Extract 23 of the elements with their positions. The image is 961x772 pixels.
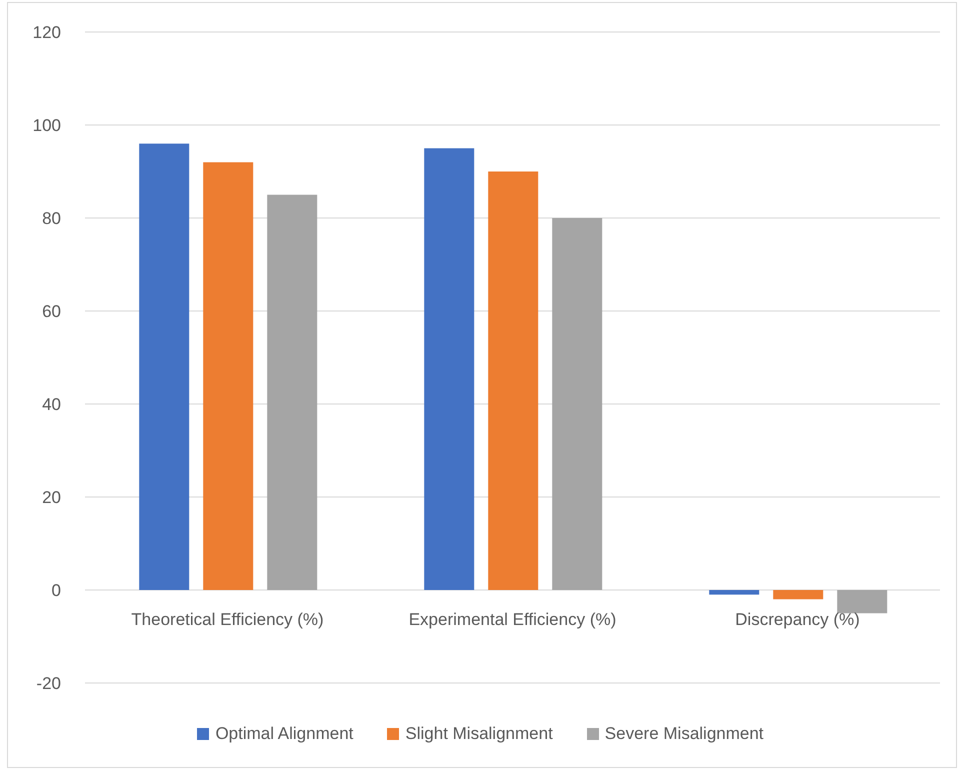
y-tick-label: 120 (32, 23, 61, 42)
y-tick-label: -20 (36, 674, 61, 694)
bar (552, 218, 602, 590)
y-tick-label: 80 (42, 209, 61, 228)
bar (837, 590, 888, 614)
bar (773, 590, 824, 600)
legend-label: Severe Misalignment (604, 724, 764, 744)
bar (709, 590, 760, 595)
bar (424, 148, 474, 590)
y-tick-label: 20 (42, 488, 61, 508)
y-tick-label: 100 (32, 116, 61, 136)
bar (488, 172, 538, 590)
y-tick-label: 40 (42, 395, 61, 414)
bar (139, 144, 190, 590)
y-tick-label: 60 (42, 302, 61, 322)
x-tick-label: Theoretical Efficiency (%) (131, 610, 324, 629)
bar (203, 162, 254, 590)
legend-label: Optimal Alignment (215, 724, 354, 744)
legend-label: Slight Misalignment (405, 724, 553, 744)
x-tick-label: Discrepancy (%) (735, 610, 860, 629)
y-tick-label: 0 (52, 581, 61, 600)
bar (267, 194, 318, 590)
x-tick-label: Experimental Efficiency (%) (408, 610, 616, 629)
